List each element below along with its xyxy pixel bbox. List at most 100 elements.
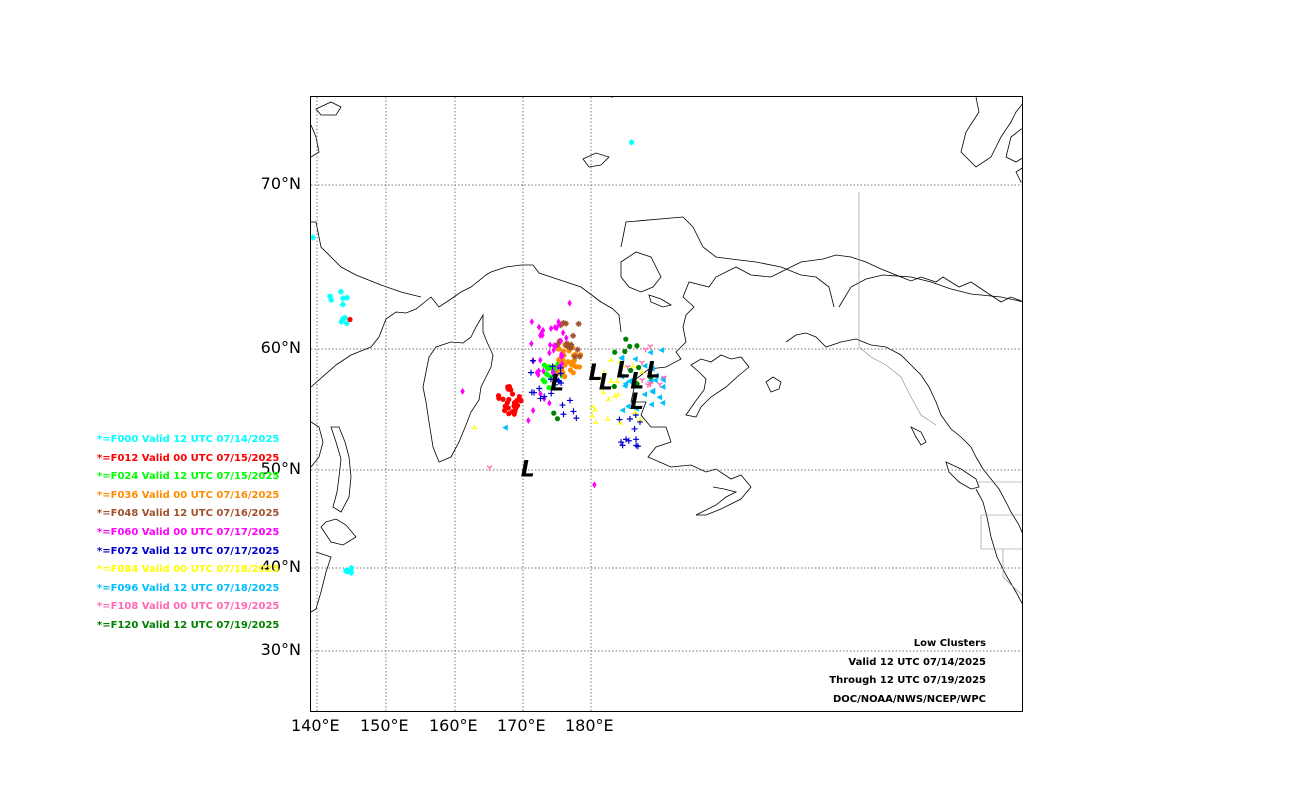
cluster-marker-f072 bbox=[555, 378, 562, 385]
cluster-marker-f012 bbox=[511, 411, 517, 417]
cluster-markers bbox=[311, 139, 667, 576]
cluster-marker-f072 bbox=[529, 357, 536, 364]
cluster-marker-f000 bbox=[328, 296, 335, 303]
nw-canada bbox=[1015, 167, 1022, 183]
cluster-marker-f024 bbox=[546, 384, 552, 391]
cluster-marker-f084 bbox=[592, 406, 598, 413]
lat-label: 30°N bbox=[260, 640, 301, 659]
cluster-marker-f084 bbox=[600, 389, 607, 395]
low-center-symbol: L bbox=[630, 390, 644, 415]
cluster-marker-f120 bbox=[612, 349, 618, 355]
cluster-marker-f072 bbox=[616, 416, 623, 423]
cluster-marker-f000 bbox=[348, 565, 355, 572]
chukotka bbox=[620, 251, 662, 293]
cluster-marker-f000 bbox=[340, 295, 347, 302]
legend-item: *=F084 Valid 00 UTC 07/18/2025 bbox=[97, 564, 280, 576]
cluster-marker-f096 bbox=[653, 372, 659, 379]
cluster-marker-f060 bbox=[547, 399, 552, 407]
cluster-marker-f060 bbox=[530, 406, 536, 414]
legend-item: *=F000 Valid 12 UTC 07/14/2025 bbox=[97, 434, 280, 445]
cluster-marker-f120 bbox=[622, 348, 628, 355]
cluster-marker-f108 bbox=[647, 344, 654, 350]
cluster-marker-f000 bbox=[343, 294, 350, 301]
cluster-marker-f108 bbox=[661, 375, 667, 381]
cluster-marker-f096 bbox=[652, 377, 658, 384]
cluster-marker-f000 bbox=[628, 139, 635, 146]
low-center-symbol: L bbox=[630, 369, 644, 394]
cluster-marker-f108 bbox=[642, 347, 649, 353]
cluster-marker-f084 bbox=[630, 363, 637, 369]
cluster-marker-f000 bbox=[338, 318, 345, 325]
lat-label: 40°N bbox=[260, 557, 301, 576]
cluster-marker-f084 bbox=[471, 424, 478, 430]
cluster-marker-f048 bbox=[560, 319, 567, 326]
cluster-marker-f096 bbox=[649, 365, 655, 372]
cluster-marker-f120 bbox=[647, 374, 654, 380]
cluster-marker-f072 bbox=[552, 372, 559, 379]
legend-item: *=F060 Valid 00 UTC 07/17/2025 bbox=[97, 527, 280, 538]
cluster-marker-f084 bbox=[637, 416, 644, 422]
cluster-marker-f012 bbox=[511, 403, 517, 409]
cluster-marker-f048 bbox=[554, 341, 561, 348]
cluster-marker-f072 bbox=[625, 437, 632, 444]
cluster-marker-f048 bbox=[570, 332, 577, 339]
us-west-coast bbox=[975, 488, 1022, 605]
cluster-marker-f108 bbox=[486, 465, 493, 471]
cluster-marker-f072 bbox=[551, 381, 558, 388]
cluster-marker-f096 bbox=[658, 347, 665, 354]
cluster-marker-f096 bbox=[648, 401, 654, 408]
cluster-marker-f000 bbox=[341, 314, 348, 321]
cluster-marker-f072 bbox=[633, 442, 640, 449]
cluster-marker-f084 bbox=[592, 419, 599, 425]
cluster-marker-f084 bbox=[617, 420, 624, 426]
cluster-marker-f060 bbox=[460, 387, 465, 395]
cluster-marker-f084 bbox=[614, 378, 621, 384]
cluster-marker-f072 bbox=[537, 395, 544, 402]
cluster-marker-f084 bbox=[589, 403, 596, 410]
cluster-marker-f072 bbox=[633, 436, 640, 443]
cluster-marker-f000 bbox=[311, 234, 316, 241]
cluster-marker-f072 bbox=[541, 393, 548, 400]
cluster-marker-f072 bbox=[619, 442, 626, 449]
cluster-marker-f012 bbox=[505, 405, 511, 411]
cluster-marker-f000 bbox=[345, 567, 352, 574]
cluster-marker-f096 bbox=[621, 382, 628, 389]
cluster-marker-f120 bbox=[554, 416, 561, 422]
alaska-canada-border bbox=[858, 192, 937, 426]
cluster-marker-f048 bbox=[568, 341, 575, 348]
lon-label: 160°E bbox=[429, 716, 478, 735]
cluster-marker-f060 bbox=[538, 356, 543, 364]
cluster-marker-f084 bbox=[615, 391, 622, 397]
alaska-coastline bbox=[620, 216, 835, 308]
info-source: DOC/NOAA/NWS/NCEP/WPC bbox=[833, 694, 986, 705]
cluster-marker-f096 bbox=[632, 356, 638, 363]
cluster-marker-f096 bbox=[626, 378, 632, 385]
cluster-marker-f084 bbox=[619, 362, 626, 368]
cluster-marker-f036 bbox=[555, 346, 561, 352]
cluster-marker-f072 bbox=[531, 389, 538, 396]
wrangel bbox=[582, 152, 610, 168]
cluster-marker-f108 bbox=[624, 364, 631, 371]
low-center-symbol: L bbox=[521, 458, 535, 483]
cluster-marker-f048 bbox=[574, 346, 581, 353]
cluster-marker-f012 bbox=[495, 393, 502, 399]
cluster-marker-f072 bbox=[631, 425, 638, 432]
st-lawrence bbox=[648, 294, 673, 308]
kodiak bbox=[765, 376, 782, 393]
cluster-marker-f120 bbox=[611, 383, 617, 390]
bc-coast bbox=[910, 426, 927, 446]
cluster-marker-f108 bbox=[639, 360, 645, 366]
lon-label: 150°E bbox=[360, 716, 409, 735]
alaska-mainland bbox=[630, 254, 1022, 516]
cluster-marker-f012 bbox=[501, 407, 508, 414]
cluster-marker-f036 bbox=[562, 373, 568, 380]
cluster-marker-f060 bbox=[567, 299, 572, 307]
cluster-marker-f120 bbox=[551, 410, 557, 416]
cluster-marker-f012 bbox=[514, 397, 520, 404]
cluster-marker-f060 bbox=[547, 341, 553, 349]
cluster-marker-f108 bbox=[647, 381, 654, 388]
cluster-marker-f048 bbox=[576, 353, 583, 360]
cluster-marker-f096 bbox=[625, 403, 631, 410]
cluster-marker-f072 bbox=[566, 397, 573, 404]
